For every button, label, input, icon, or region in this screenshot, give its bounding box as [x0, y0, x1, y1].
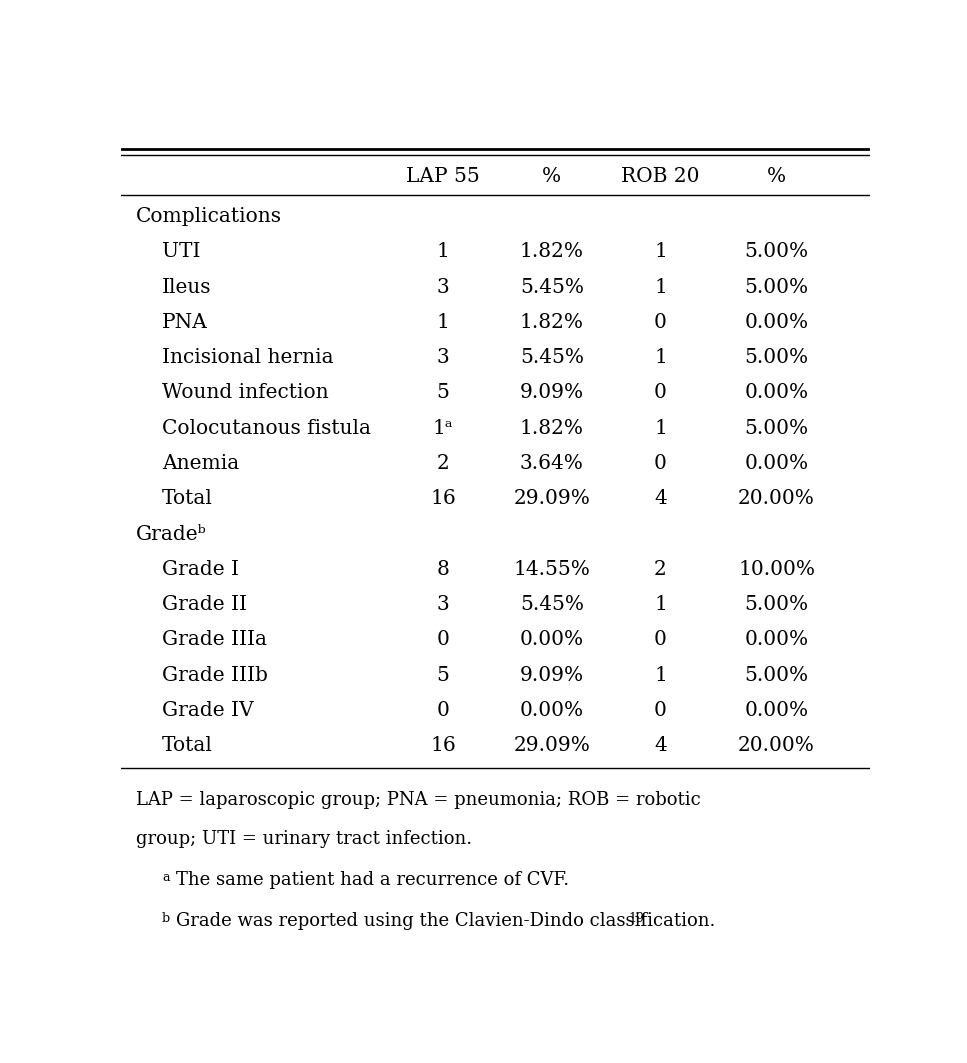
Text: 1: 1: [654, 419, 667, 438]
Text: 0: 0: [654, 454, 667, 473]
Text: 5: 5: [437, 665, 450, 685]
Text: group; UTI = urinary tract infection.: group; UTI = urinary tract infection.: [135, 830, 472, 848]
Text: Grade IIIb: Grade IIIb: [162, 665, 268, 685]
Text: Grade I: Grade I: [162, 560, 239, 579]
Text: 5: 5: [437, 384, 450, 403]
Text: Gradeᵇ: Gradeᵇ: [135, 525, 207, 543]
Text: Total: Total: [162, 489, 213, 508]
Text: 5.00%: 5.00%: [745, 242, 808, 261]
Text: 1: 1: [654, 348, 667, 367]
Text: The same patient had a recurrence of CVF.: The same patient had a recurrence of CVF…: [176, 871, 569, 889]
Text: 1: 1: [654, 595, 667, 614]
Text: Anemia: Anemia: [162, 454, 240, 473]
Text: 10.00%: 10.00%: [738, 560, 815, 579]
Text: 2: 2: [437, 454, 450, 473]
Text: 1: 1: [654, 665, 667, 685]
Text: 29.09%: 29.09%: [513, 737, 590, 756]
Text: 19: 19: [629, 912, 645, 925]
Text: 5.00%: 5.00%: [745, 665, 808, 685]
Text: LAP 55: LAP 55: [406, 167, 480, 186]
Text: 14.55%: 14.55%: [513, 560, 590, 579]
Text: 3.64%: 3.64%: [520, 454, 584, 473]
Text: 0.00%: 0.00%: [519, 702, 584, 720]
Text: Grade IV: Grade IV: [162, 702, 253, 720]
Text: 0: 0: [437, 702, 450, 720]
Text: 1ᵃ: 1ᵃ: [433, 419, 454, 438]
Text: 0: 0: [654, 384, 667, 403]
Text: 0.00%: 0.00%: [519, 630, 584, 649]
Text: 29.09%: 29.09%: [513, 489, 590, 508]
Text: ROB 20: ROB 20: [621, 167, 700, 186]
Text: %: %: [767, 167, 786, 186]
Text: Total: Total: [162, 737, 213, 756]
Text: a: a: [162, 871, 169, 883]
Text: %: %: [542, 167, 562, 186]
Text: 9.09%: 9.09%: [519, 665, 584, 685]
Text: Grade IIIa: Grade IIIa: [162, 630, 267, 649]
Text: 1.82%: 1.82%: [520, 242, 584, 261]
Text: Grade was reported using the Clavien-Dindo classification.: Grade was reported using the Clavien-Din…: [176, 912, 715, 930]
Text: 20.00%: 20.00%: [738, 489, 815, 508]
Text: 4: 4: [654, 737, 667, 756]
Text: 3: 3: [437, 595, 450, 614]
Text: 20.00%: 20.00%: [738, 737, 815, 756]
Text: 0.00%: 0.00%: [745, 630, 808, 649]
Text: 2: 2: [654, 560, 667, 579]
Text: 1: 1: [437, 313, 450, 332]
Text: Incisional hernia: Incisional hernia: [162, 348, 334, 367]
Text: 0: 0: [654, 702, 667, 720]
Text: 5.00%: 5.00%: [745, 277, 808, 297]
Text: Wound infection: Wound infection: [162, 384, 329, 403]
Text: 9.09%: 9.09%: [519, 384, 584, 403]
Text: 0: 0: [437, 630, 450, 649]
Text: 0: 0: [654, 630, 667, 649]
Text: 5.00%: 5.00%: [745, 348, 808, 367]
Text: 1.82%: 1.82%: [520, 419, 584, 438]
Text: 0.00%: 0.00%: [745, 313, 808, 332]
Text: Colocutanous fistula: Colocutanous fistula: [162, 419, 371, 438]
Text: LAP = laparoscopic group; PNA = pneumonia; ROB = robotic: LAP = laparoscopic group; PNA = pneumoni…: [135, 791, 701, 809]
Text: 4: 4: [654, 489, 667, 508]
Text: 1: 1: [654, 242, 667, 261]
Text: 5.45%: 5.45%: [520, 348, 584, 367]
Text: UTI: UTI: [162, 242, 200, 261]
Text: b: b: [162, 912, 170, 925]
Text: 1: 1: [654, 277, 667, 297]
Text: 1.82%: 1.82%: [520, 313, 584, 332]
Text: PNA: PNA: [162, 313, 208, 332]
Text: Complications: Complications: [135, 207, 281, 226]
Text: 3: 3: [437, 277, 450, 297]
Text: Grade II: Grade II: [162, 595, 248, 614]
Text: 3: 3: [437, 348, 450, 367]
Text: 5.45%: 5.45%: [520, 595, 584, 614]
Text: 16: 16: [430, 737, 456, 756]
Text: 8: 8: [437, 560, 450, 579]
Text: 0.00%: 0.00%: [745, 384, 808, 403]
Text: 5.00%: 5.00%: [745, 419, 808, 438]
Text: 0.00%: 0.00%: [745, 702, 808, 720]
Text: 0.00%: 0.00%: [745, 454, 808, 473]
Text: Ileus: Ileus: [162, 277, 212, 297]
Text: 0: 0: [654, 313, 667, 332]
Text: 16: 16: [430, 489, 456, 508]
Text: 5.45%: 5.45%: [520, 277, 584, 297]
Text: 5.00%: 5.00%: [745, 595, 808, 614]
Text: 1: 1: [437, 242, 450, 261]
